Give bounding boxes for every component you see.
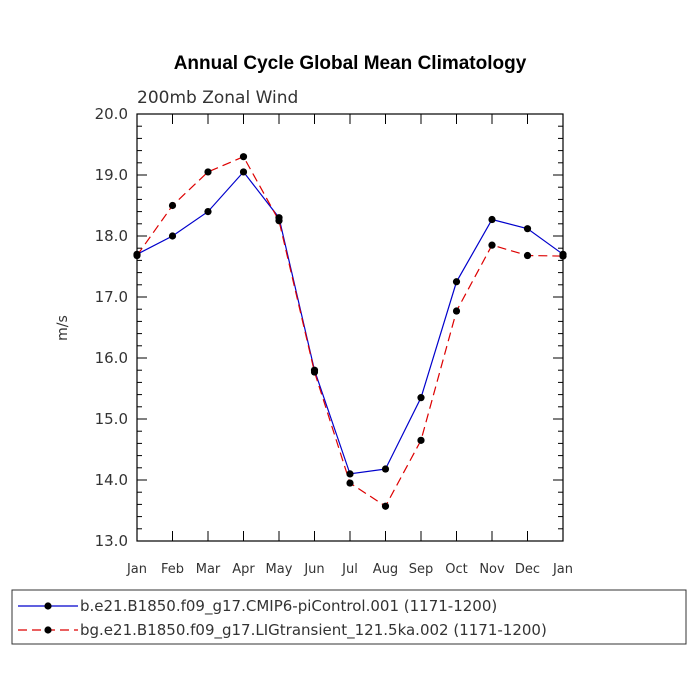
series-points (133, 153, 567, 510)
series-line-1 (136, 170, 564, 475)
chart-subtitle: 200mb Zonal Wind (137, 88, 298, 108)
x-tick-label: Jul (341, 562, 358, 577)
y-tick-label: 14.0 (95, 471, 128, 489)
series-2-point (168, 201, 177, 210)
x-tick-label: Nov (479, 562, 505, 577)
series-2-point (346, 479, 354, 487)
x-tick-label: Jan (126, 562, 147, 577)
y-tick-label: 13.0 (95, 532, 128, 550)
series-2-point (452, 307, 461, 315)
series-1-point (346, 470, 354, 478)
x-tick-label: Dec (515, 562, 540, 577)
axis-ticks (136, 113, 564, 542)
legend-label-2: bg.e21.B1850.f09_g17.LIGtransient_121.5k… (80, 621, 547, 640)
y-tick-labels: 13.0 14.0 15.0 16.0 17.0 18.0 19.0 20.0 (95, 105, 128, 550)
series-1-point (204, 208, 212, 216)
y-tick-label: 17.0 (95, 288, 128, 306)
legend-entries: b.e21.B1850.f09_g17.CMIP6-piControl.001 … (18, 597, 547, 640)
series-2-point (239, 153, 248, 161)
x-tick-label: Jun (303, 562, 324, 577)
series-1-point (523, 225, 532, 233)
legend: b.e21.B1850.f09_g17.CMIP6-piControl.001 … (11, 589, 687, 645)
x-tick-label: Oct (445, 562, 467, 577)
y-tick-label: 19.0 (95, 166, 128, 184)
chart-title: Annual Cycle Global Mean Climatology (174, 53, 527, 74)
series-2-point (523, 251, 532, 260)
x-tick-label: Feb (161, 562, 184, 577)
series-2-point (381, 502, 390, 510)
series-1-point (381, 465, 390, 473)
series-1-point (417, 394, 425, 402)
x-tick-label: May (266, 562, 293, 577)
y-axis-label: m/s (55, 315, 71, 341)
plot-frame (136, 113, 564, 542)
x-tick-labels: Jan Feb Mar Apr May Jun Jul Aug Sep Oct Nov Dec Jan (126, 562, 573, 577)
series-1-point (452, 278, 461, 286)
x-tick-label: Aug (373, 562, 398, 577)
series-1-point (168, 232, 177, 240)
series-2-point (417, 436, 425, 444)
series-lines (136, 155, 564, 508)
series-2-point (204, 168, 212, 176)
x-tick-label: Jan (552, 562, 573, 577)
series-line-2 (136, 155, 564, 508)
legend-label-1: b.e21.B1850.f09_g17.CMIP6-piControl.001 … (80, 597, 497, 616)
series-1-point (488, 215, 496, 224)
x-tick-label: Sep (409, 562, 434, 577)
series-2-point (310, 368, 319, 376)
y-tick-label: 18.0 (95, 227, 128, 245)
legend-marker-1 (44, 602, 52, 610)
y-tick-label: 15.0 (95, 410, 128, 428)
x-tick-label: Apr (232, 562, 255, 577)
legend-box (11, 589, 687, 645)
series-1-point (239, 168, 248, 176)
x-tick-label: Mar (196, 562, 221, 577)
y-tick-label: 16.0 (95, 349, 128, 367)
legend-marker-2 (44, 626, 52, 634)
series-2-point (275, 217, 283, 225)
series-2-point (488, 241, 496, 249)
y-tick-label: 20.0 (95, 105, 128, 123)
